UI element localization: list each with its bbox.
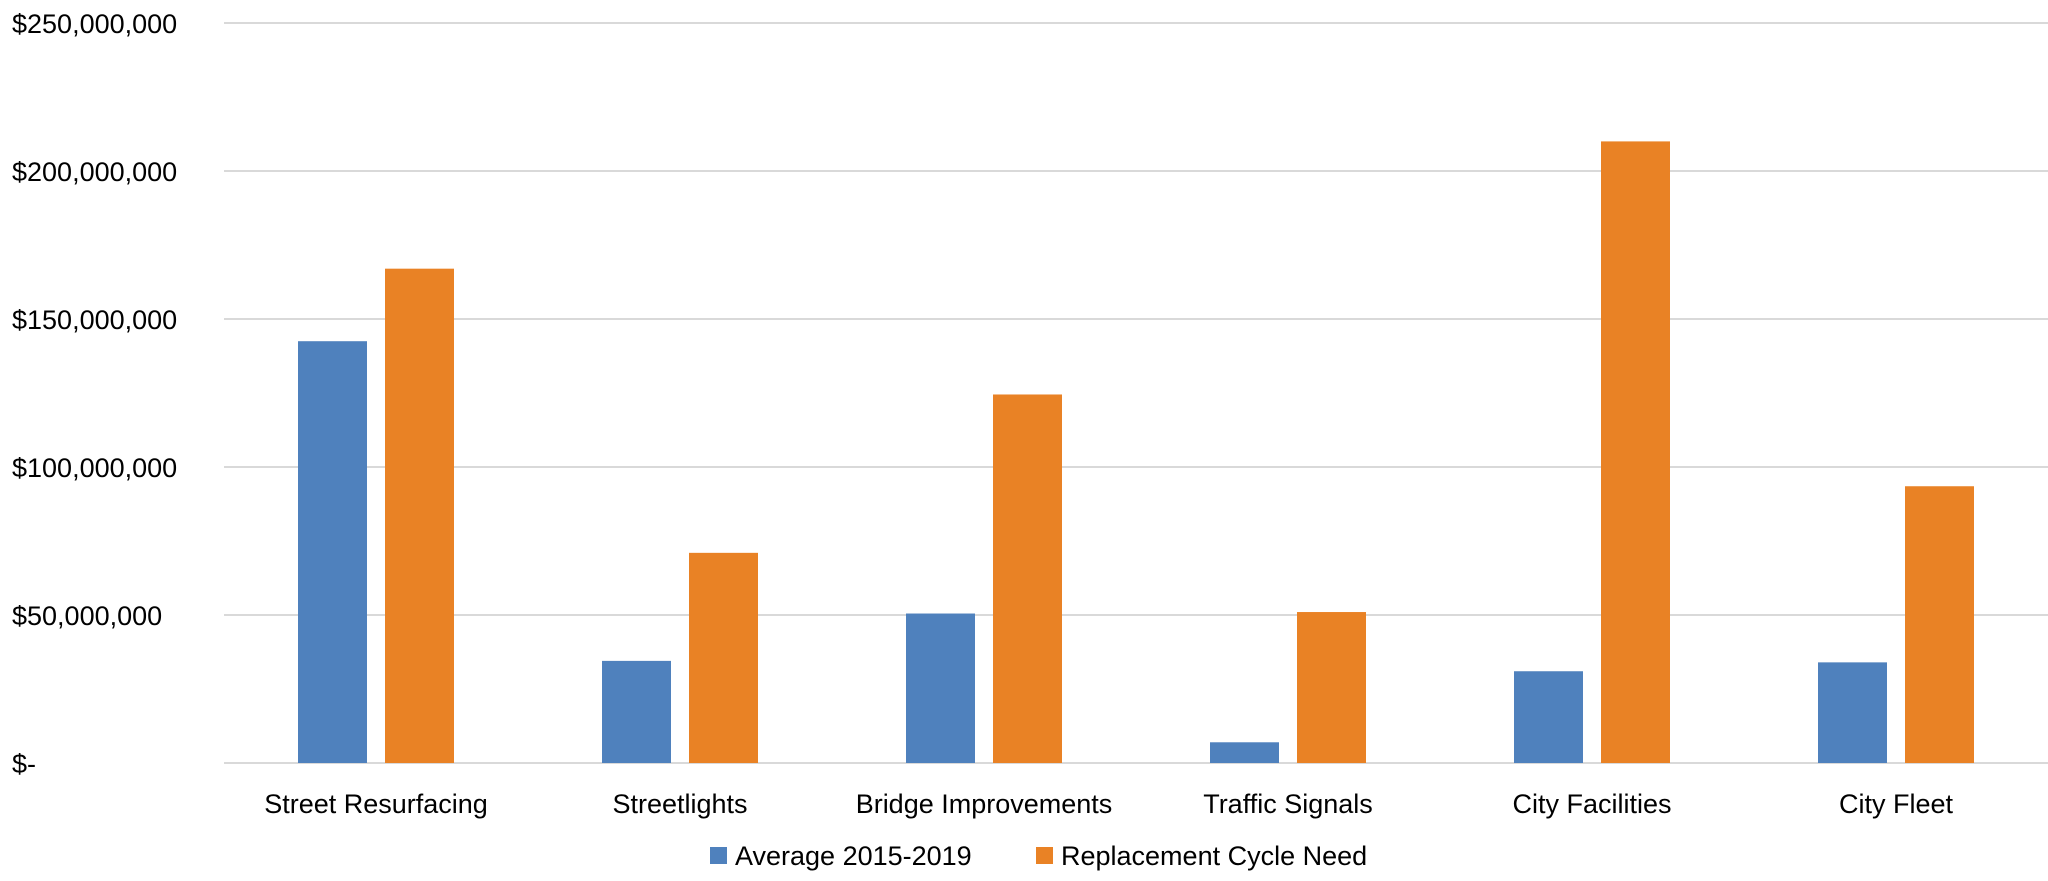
- legend-swatch: [710, 847, 727, 864]
- bar-replacement-cycle-need-4: [1601, 141, 1670, 763]
- legend: Average 2015-2019 Replacement Cycle Need: [710, 841, 1367, 871]
- bar-replacement-cycle-need-5: [1905, 486, 1974, 763]
- x-category-label: Traffic Signals: [1203, 789, 1373, 819]
- y-tick-label: $50,000,000: [12, 601, 162, 631]
- y-tick-label: $-: [12, 749, 36, 779]
- y-tick-label: $100,000,000: [12, 453, 177, 483]
- x-axis-category-labels: Street Resurfacing Streetlights Bridge Imp…: [264, 789, 1953, 819]
- x-category-label: Streetlights: [612, 789, 747, 819]
- y-tick-label: $250,000,000: [12, 9, 177, 39]
- x-category-label: Bridge Improvements: [856, 789, 1113, 819]
- bar-average-2015-2019-4: [1514, 671, 1583, 763]
- bar-average-2015-2019-2: [906, 613, 975, 763]
- bar-average-2015-2019-5: [1818, 662, 1887, 763]
- y-tick-label: $150,000,000: [12, 305, 177, 335]
- x-category-label: Street Resurfacing: [264, 789, 488, 819]
- x-category-label: City Fleet: [1839, 789, 1954, 819]
- bar-average-2015-2019-3: [1210, 742, 1279, 763]
- bars: [298, 141, 1974, 763]
- y-axis-tick-labels: $- $50,000,000 $100,000,000 $150,000,000 $20…: [12, 9, 177, 779]
- legend-label: Average 2015-2019: [735, 841, 972, 871]
- bar-average-2015-2019-1: [602, 660, 671, 763]
- x-category-label: City Facilities: [1512, 789, 1671, 819]
- gridlines: [224, 22, 2048, 764]
- bar-replacement-cycle-need-1: [689, 552, 758, 763]
- y-tick-label: $200,000,000: [12, 157, 177, 187]
- bar-replacement-cycle-need-0: [385, 268, 454, 763]
- legend-swatch: [1036, 847, 1053, 864]
- bar-replacement-cycle-need-3: [1297, 612, 1366, 763]
- bar-average-2015-2019-0: [298, 341, 367, 763]
- legend-label: Replacement Cycle Need: [1061, 841, 1367, 871]
- bar-replacement-cycle-need-2: [993, 394, 1062, 763]
